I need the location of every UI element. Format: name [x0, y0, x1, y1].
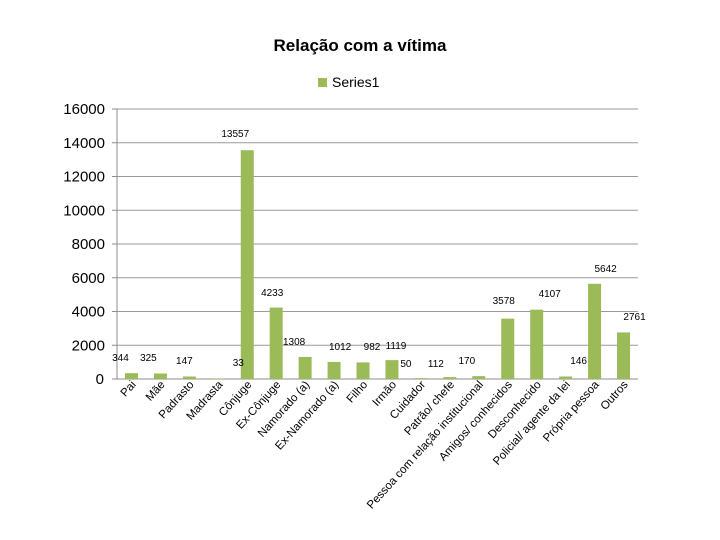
- bar: [240, 150, 254, 379]
- x-tick-label: Irmão: [371, 379, 400, 409]
- data-label: 325: [140, 353, 157, 364]
- legend-label: Series1: [332, 74, 380, 90]
- data-label: 33: [233, 358, 245, 369]
- data-label: 5642: [594, 264, 617, 275]
- data-label: 147: [176, 356, 193, 367]
- legend-swatch: [318, 77, 327, 87]
- bar: [327, 361, 341, 379]
- data-label: 146: [570, 356, 587, 367]
- data-label: 2761: [623, 312, 646, 323]
- y-tick-label: 14000: [63, 135, 105, 152]
- x-tick-label: Filho: [345, 379, 371, 406]
- data-label: 112: [428, 359, 444, 370]
- bar: [559, 376, 573, 379]
- x-tick-label: Mãe: [144, 379, 168, 404]
- data-label: 4107: [539, 289, 562, 300]
- y-tick-label: 6000: [72, 270, 105, 287]
- data-label: 4233: [261, 288, 284, 299]
- bar: [617, 332, 631, 379]
- data-label: 344: [112, 353, 129, 364]
- bar: [414, 378, 428, 379]
- y-tick-label: 0: [96, 371, 104, 388]
- bar: [211, 378, 225, 380]
- bar: [356, 362, 370, 379]
- bar: [182, 376, 196, 379]
- data-label: 170: [458, 356, 475, 367]
- data-label: 3578: [493, 296, 516, 307]
- y-tick-label: 4000: [72, 304, 105, 321]
- y-tick-label: 10000: [63, 202, 105, 219]
- chart-title: Relação com a vítima: [273, 36, 447, 55]
- y-tick-label: 2000: [72, 337, 105, 354]
- data-label: 13557: [221, 129, 249, 140]
- bar: [501, 318, 515, 379]
- data-label: 1308: [283, 337, 306, 348]
- bar: [530, 309, 544, 379]
- x-tick-label: Outros: [599, 379, 631, 413]
- y-tick-label: 16000: [63, 101, 105, 118]
- bar: [472, 376, 486, 379]
- bar: [588, 283, 602, 379]
- bar: [269, 307, 283, 379]
- bar: [385, 360, 399, 379]
- data-label: 1012: [329, 342, 352, 353]
- bar: [298, 356, 312, 379]
- y-tick-label: 12000: [63, 169, 105, 186]
- bar: [153, 373, 167, 379]
- data-label: 1119: [386, 341, 407, 352]
- x-tick-label: Pai: [119, 379, 139, 399]
- legend: Series1: [318, 74, 379, 90]
- data-label: 50: [400, 359, 412, 370]
- bar: [443, 377, 457, 379]
- y-tick-label: 8000: [72, 236, 105, 253]
- data-label: 982: [364, 342, 381, 353]
- bar: [124, 373, 138, 379]
